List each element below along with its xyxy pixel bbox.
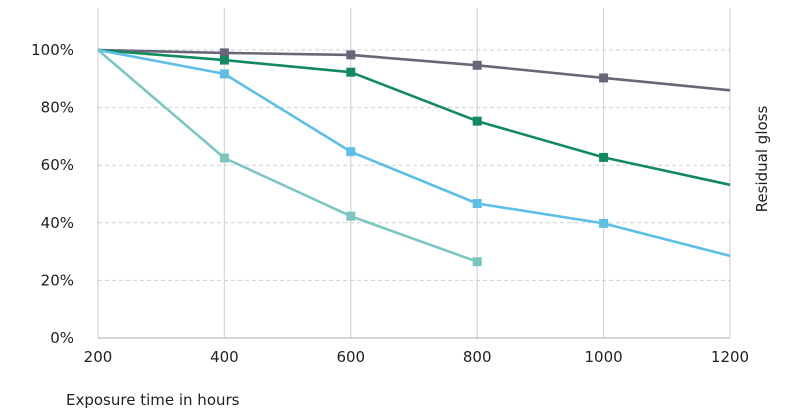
series-line-3 xyxy=(97,48,731,258)
x-tick-label: 400 xyxy=(210,348,239,366)
series-line-2 xyxy=(97,48,731,187)
x-tick-label: 800 xyxy=(463,348,492,366)
y-tick-label: 100% xyxy=(31,41,74,59)
x-tick-label: 600 xyxy=(336,348,365,366)
y-tick-label: 40% xyxy=(41,214,74,232)
data-point-marker xyxy=(472,60,482,70)
data-point-marker xyxy=(219,153,229,163)
data-point-marker xyxy=(599,152,609,162)
x-tick-label: 1200 xyxy=(711,348,749,366)
y-axis-title: Residual gloss xyxy=(753,106,771,213)
data-point-marker xyxy=(599,218,609,228)
y-tick-label: 60% xyxy=(41,156,74,174)
data-point-marker xyxy=(472,116,482,126)
data-point-marker xyxy=(472,199,482,209)
x-axis-title: Exposure time in hours xyxy=(66,391,240,409)
data-point-marker xyxy=(472,257,482,267)
data-point-marker xyxy=(346,50,356,60)
data-point-marker xyxy=(599,73,609,83)
tick-labels: 200 400 600 800 1000 1200 0% 20% 40% 60% 80% 100% xyxy=(31,41,749,366)
y-tick-label: 20% xyxy=(41,271,74,289)
data-point-marker xyxy=(346,147,356,157)
data-point-marker xyxy=(219,69,229,79)
x-tick-label: 200 xyxy=(84,348,113,366)
series-layer xyxy=(97,48,731,267)
y-tick-label: 0% xyxy=(50,329,74,347)
data-point-marker xyxy=(346,67,356,77)
y-tick-label: 80% xyxy=(41,99,74,117)
data-point-marker xyxy=(346,211,356,221)
grid xyxy=(97,8,731,339)
data-point-marker xyxy=(219,55,229,65)
x-tick-label: 1000 xyxy=(585,348,623,366)
series-line-4 xyxy=(97,49,478,263)
data-point-marker xyxy=(219,48,229,58)
series-line-1 xyxy=(97,48,731,92)
